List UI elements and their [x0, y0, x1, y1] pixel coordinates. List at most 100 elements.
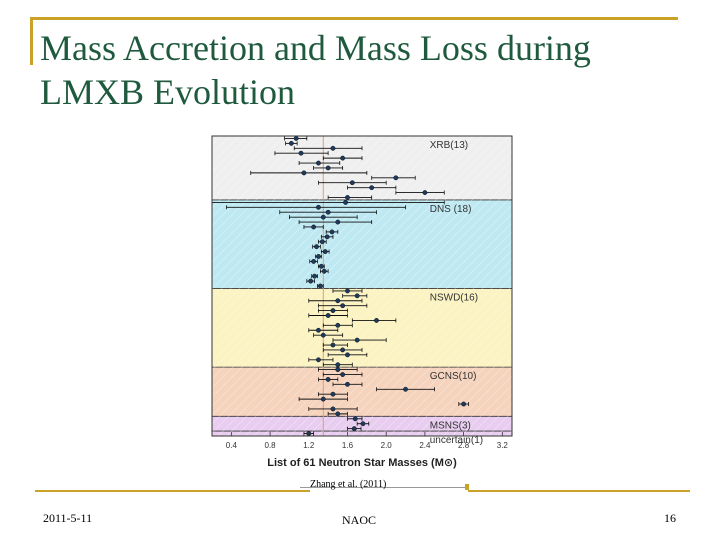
mass-point	[311, 224, 317, 230]
mass-point	[325, 377, 331, 382]
hatch-line	[212, 136, 402, 326]
mass-point	[340, 303, 346, 309]
mass-point	[316, 357, 321, 363]
mass-point	[343, 199, 348, 205]
hatch-line	[212, 136, 312, 236]
mass-point	[374, 318, 379, 323]
hatch-line	[212, 136, 465, 389]
plot-frame	[211, 135, 513, 437]
hatch-line	[212, 136, 348, 272]
hatch-line	[361, 285, 512, 436]
x-tick-label: 0.8	[265, 441, 277, 450]
hatch-line	[451, 375, 512, 436]
hatch-line	[352, 276, 512, 436]
mass-point	[340, 347, 346, 353]
mass-point	[335, 411, 341, 417]
hatch-line	[442, 366, 512, 436]
mass-point	[314, 244, 319, 250]
group-label: MSNS(3)	[430, 420, 471, 431]
hatch-line	[212, 136, 492, 416]
mass-point	[325, 209, 331, 215]
mass-point	[330, 342, 336, 348]
mass-point	[316, 254, 321, 259]
mass-point	[320, 214, 326, 220]
group-label: DNS (18)	[430, 204, 472, 215]
mass-point	[317, 283, 323, 289]
hatch-line	[415, 339, 512, 436]
hatch-line	[212, 136, 330, 254]
footer-rule-left	[35, 490, 310, 492]
x-tick-label: 0.4	[226, 441, 238, 450]
hatch-line	[212, 136, 393, 317]
hatch-line	[212, 136, 339, 263]
mass-point	[324, 234, 330, 240]
mass-point	[345, 381, 350, 387]
hatch-line	[235, 159, 512, 436]
chart-svg: XRB(13) DNS (18) NSWD(16) GCNS(10) MSNS(3) un…	[211, 135, 513, 469]
mass-point	[319, 239, 325, 245]
mass-point	[308, 278, 314, 284]
hatch-line	[212, 136, 213, 137]
group-label: XRB(13)	[430, 140, 468, 151]
hatch-line	[433, 357, 512, 436]
hatch-line	[343, 267, 512, 436]
hatch-line	[212, 136, 483, 407]
mass-point	[403, 386, 408, 392]
mass-point	[298, 150, 304, 156]
hatch-line	[244, 168, 512, 436]
caption-marker	[465, 484, 469, 490]
mass-point	[320, 332, 326, 338]
x-tick-label: 3.2	[497, 441, 509, 450]
mass-point	[335, 219, 341, 225]
hatch-line	[212, 136, 294, 218]
hatch-line	[271, 195, 512, 436]
hatch-line	[212, 136, 285, 209]
mass-point	[330, 145, 336, 151]
group-label: NSWD(16)	[430, 292, 478, 303]
group-label: uncertain(1)	[430, 435, 483, 446]
mass-point	[322, 249, 328, 254]
mass-point	[461, 401, 467, 407]
page-number: 16	[664, 511, 676, 525]
mass-point	[345, 195, 350, 200]
hatch-line	[212, 136, 429, 353]
mass-point	[422, 190, 428, 195]
hatch-line	[212, 136, 357, 281]
mass-point	[335, 298, 341, 304]
hatch-line	[212, 136, 267, 191]
mass-point	[301, 170, 307, 176]
hatch-line	[289, 213, 512, 436]
mass-point	[330, 308, 336, 313]
hatch-line	[460, 384, 512, 436]
mass-point	[352, 416, 358, 422]
mass-point	[340, 372, 346, 377]
mass-point	[329, 229, 335, 235]
hatch-line	[212, 136, 321, 245]
footer-rule-right	[468, 490, 690, 492]
hatch-line	[370, 294, 512, 436]
x-tick-label: 2.8	[458, 441, 470, 450]
mass-point	[345, 288, 350, 294]
hatch-line	[379, 303, 512, 436]
hatch-line	[212, 136, 375, 299]
hatch-line	[212, 136, 276, 200]
mass-point	[335, 322, 341, 328]
hatch-line	[217, 141, 512, 436]
hatch-line	[280, 204, 512, 436]
group-band	[212, 199, 512, 289]
caption-underline	[300, 487, 465, 488]
mass-point	[354, 337, 360, 343]
group-label: GCNS(10)	[430, 371, 477, 382]
mass-point	[369, 185, 375, 191]
neutron-star-mass-figure: XRB(13) DNS (18) NSWD(16) GCNS(10) MSNS(3) un…	[204, 132, 520, 476]
mass-point	[335, 367, 341, 373]
title-accent-line	[30, 17, 678, 20]
hatch-line	[212, 136, 303, 227]
hatch-line	[262, 186, 512, 436]
mass-point	[360, 421, 366, 427]
hatch-line	[388, 312, 512, 436]
slide-title: Mass Accretion and Mass Loss during LMXB…	[40, 28, 591, 112]
mass-point	[351, 426, 357, 432]
mass-point	[311, 259, 317, 264]
footer-date: 2011-5-11	[43, 511, 93, 525]
